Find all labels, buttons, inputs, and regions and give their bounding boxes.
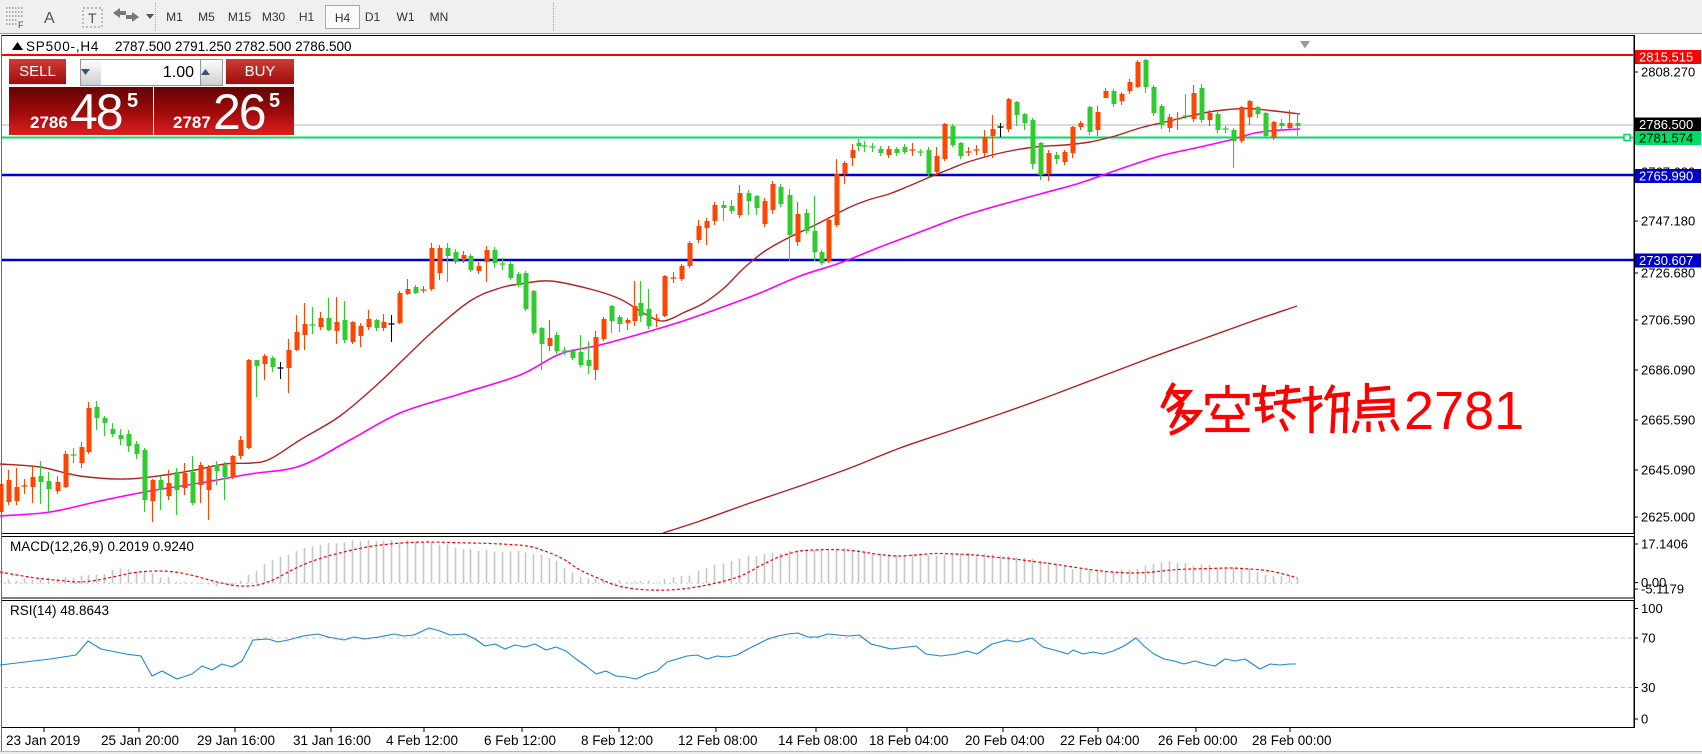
svg-text:12 Feb 08:00: 12 Feb 08:00 xyxy=(678,733,758,748)
svg-text:A: A xyxy=(44,10,55,27)
svg-text:8 Feb 12:00: 8 Feb 12:00 xyxy=(581,733,653,748)
svg-text:28 Feb 00:00: 28 Feb 00:00 xyxy=(1252,733,1332,748)
svg-text:F: F xyxy=(18,20,24,30)
svg-text:2665.590: 2665.590 xyxy=(1641,413,1695,428)
svg-text:31 Jan 16:00: 31 Jan 16:00 xyxy=(293,733,371,748)
svg-text:2781: 2781 xyxy=(1404,381,1524,441)
svg-text:2786.500: 2786.500 xyxy=(1639,117,1693,132)
svg-text:2747.180: 2747.180 xyxy=(1641,214,1695,229)
svg-text:T: T xyxy=(88,10,97,26)
svg-text:2686.090: 2686.090 xyxy=(1641,363,1695,378)
svg-text:29 Jan 16:00: 29 Jan 16:00 xyxy=(197,733,275,748)
svg-text:MACD(12,26,9) 0.2019 0.9240: MACD(12,26,9) 0.2019 0.9240 xyxy=(10,539,194,554)
svg-text:70: 70 xyxy=(1641,631,1655,646)
svg-text:14 Feb 08:00: 14 Feb 08:00 xyxy=(778,733,858,748)
svg-text:2625.000: 2625.000 xyxy=(1641,510,1695,525)
svg-text:2726.680: 2726.680 xyxy=(1641,266,1695,281)
svg-text:2787.500 2791.250 2782.500 278: 2787.500 2791.250 2782.500 2786.500 xyxy=(115,39,351,54)
svg-text:SP500-,H4: SP500-,H4 xyxy=(26,39,99,54)
svg-text:-5.1179: -5.1179 xyxy=(1641,582,1684,597)
svg-text:6 Feb 12:00: 6 Feb 12:00 xyxy=(484,733,556,748)
svg-text:4 Feb 12:00: 4 Feb 12:00 xyxy=(386,733,458,748)
svg-text:2645.090: 2645.090 xyxy=(1641,463,1695,478)
svg-text:2765.990: 2765.990 xyxy=(1639,169,1693,184)
svg-text:22 Feb 04:00: 22 Feb 04:00 xyxy=(1060,733,1140,748)
svg-text:23 Jan 2019: 23 Jan 2019 xyxy=(6,733,80,748)
svg-text:2808.270: 2808.270 xyxy=(1641,65,1695,80)
svg-text:26 Feb 00:00: 26 Feb 00:00 xyxy=(1158,733,1238,748)
svg-text:100: 100 xyxy=(1641,601,1663,616)
svg-text:2706.590: 2706.590 xyxy=(1641,313,1695,328)
svg-text:2815.515: 2815.515 xyxy=(1639,50,1693,65)
svg-text:20 Feb 04:00: 20 Feb 04:00 xyxy=(965,733,1045,748)
svg-text:17.1406: 17.1406 xyxy=(1641,537,1688,552)
svg-text:2730.607: 2730.607 xyxy=(1639,253,1693,268)
svg-text:0: 0 xyxy=(1641,712,1648,727)
svg-text:2781.574: 2781.574 xyxy=(1639,131,1693,146)
svg-text:30: 30 xyxy=(1641,680,1655,695)
svg-text:18 Feb 04:00: 18 Feb 04:00 xyxy=(869,733,949,748)
svg-text:RSI(14) 48.8643: RSI(14) 48.8643 xyxy=(10,603,109,618)
svg-text:0.00: 0.00 xyxy=(1641,575,1666,590)
svg-text:25 Jan 20:00: 25 Jan 20:00 xyxy=(101,733,179,748)
